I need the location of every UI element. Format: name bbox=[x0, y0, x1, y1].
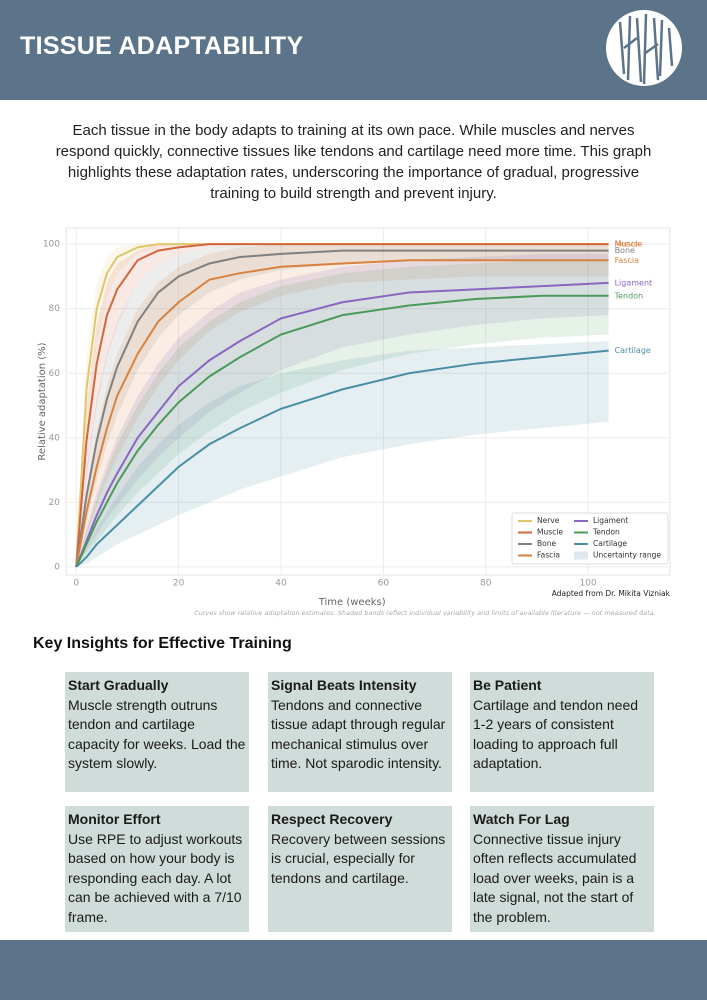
legend-label: Fascia bbox=[537, 551, 560, 560]
card-text: Muscle strength outruns tendon and carti… bbox=[68, 696, 246, 772]
series-line bbox=[75, 243, 609, 568]
series-line bbox=[75, 294, 609, 568]
legend-label: Cartilage bbox=[593, 539, 627, 548]
legend-label: Uncertainty range bbox=[593, 551, 661, 560]
y-tick-label: 0 bbox=[54, 562, 60, 572]
end-label: Ligament bbox=[615, 278, 653, 287]
card-title: Start Gradually bbox=[68, 677, 169, 693]
x-tick-label: 60 bbox=[378, 579, 390, 589]
end-label: Cartilage bbox=[615, 346, 651, 355]
series-line bbox=[75, 281, 609, 568]
card-text: Use RPE to adjust workouts based on how … bbox=[68, 830, 243, 925]
series-line bbox=[75, 259, 609, 568]
end-label: Tendon bbox=[614, 291, 644, 300]
end-label: Fascia bbox=[615, 256, 640, 265]
chart-note: Curves show relative adaptation estimate… bbox=[194, 609, 656, 617]
y-tick-label: 60 bbox=[49, 369, 61, 379]
insight-card: Watch For Lag Connective tissue injury of… bbox=[470, 806, 654, 932]
uncertainty-band bbox=[76, 244, 609, 567]
x-tick-label: 40 bbox=[275, 579, 287, 589]
legend-box bbox=[511, 512, 669, 565]
end-label: Nerve bbox=[615, 240, 639, 249]
legend-label: Tendon bbox=[592, 528, 620, 537]
x-tick-label: 0 bbox=[73, 579, 79, 589]
card-title: Monitor Effort bbox=[68, 811, 161, 827]
y-tick-label: 80 bbox=[49, 304, 61, 314]
card-text: Tendons and connective tissue adapt thro… bbox=[271, 696, 446, 772]
card-title: Watch For Lag bbox=[473, 811, 570, 827]
legend-label: Ligament bbox=[593, 516, 628, 525]
card-text: Cartilage and tendon need 1-2 years of c… bbox=[473, 696, 639, 772]
insight-card: Monitor Effort Use RPE to adjust workouts… bbox=[65, 806, 249, 932]
uncertainty-band bbox=[76, 244, 609, 567]
x-tick-label: 80 bbox=[480, 579, 492, 589]
series-line bbox=[75, 249, 609, 568]
insights-heading: Key Insights for Effective Training bbox=[33, 635, 292, 652]
uncertainty-band bbox=[76, 260, 609, 567]
intro-text: Each tissue in the body adapts to traini… bbox=[55, 122, 652, 202]
uncertainty-band bbox=[76, 253, 609, 567]
y-axis-label: Relative adaptation (%) bbox=[37, 342, 48, 460]
insight-card: Signal Beats Intensity Tendons and connec… bbox=[268, 672, 452, 792]
x-tick-label: 100 bbox=[580, 579, 597, 589]
legend-label: Muscle bbox=[537, 528, 563, 537]
chart: 0 20 40 60 80 100 0 20 40 60 80 100 Time (weeks) Rela… bbox=[37, 227, 671, 617]
insight-card: Start Gradually Muscle strength outruns t… bbox=[65, 672, 249, 792]
end-label: Bone bbox=[615, 246, 635, 255]
card-title: Signal Beats Intensity bbox=[271, 677, 417, 693]
credit: Adapted from Dr. Mikita Vizniak bbox=[552, 589, 671, 598]
card-text: Recovery between sessions is crucial, es… bbox=[271, 830, 446, 886]
series-line bbox=[75, 349, 609, 568]
card-title: Respect Recovery bbox=[271, 811, 393, 827]
logo bbox=[606, 10, 682, 86]
x-tick-label: 20 bbox=[173, 579, 185, 589]
page-title: TISSUE ADAPTABILITY bbox=[20, 32, 304, 60]
legend-swatch bbox=[574, 551, 588, 560]
y-tick-label: 100 bbox=[43, 240, 60, 250]
y-tick-label: 40 bbox=[49, 433, 61, 443]
footer-bar bbox=[0, 940, 707, 1000]
end-label: Muscle bbox=[615, 240, 643, 249]
header-bar: TISSUE ADAPTABILITY bbox=[0, 0, 707, 100]
uncertainty-band bbox=[76, 340, 609, 567]
card-title: Be Patient bbox=[473, 677, 542, 693]
x-axis-label: Time (weeks) bbox=[318, 597, 386, 608]
y-tick-label: 20 bbox=[49, 498, 61, 508]
legend-label: Nerve bbox=[537, 516, 560, 525]
legend-label: Bone bbox=[537, 539, 556, 548]
card-text: Connective tissue injury often reflects … bbox=[473, 830, 637, 925]
insight-card: Respect Recovery Recovery between session… bbox=[268, 806, 452, 932]
insight-card: Be Patient Cartilage and tendon need 1-2 … bbox=[470, 672, 654, 792]
